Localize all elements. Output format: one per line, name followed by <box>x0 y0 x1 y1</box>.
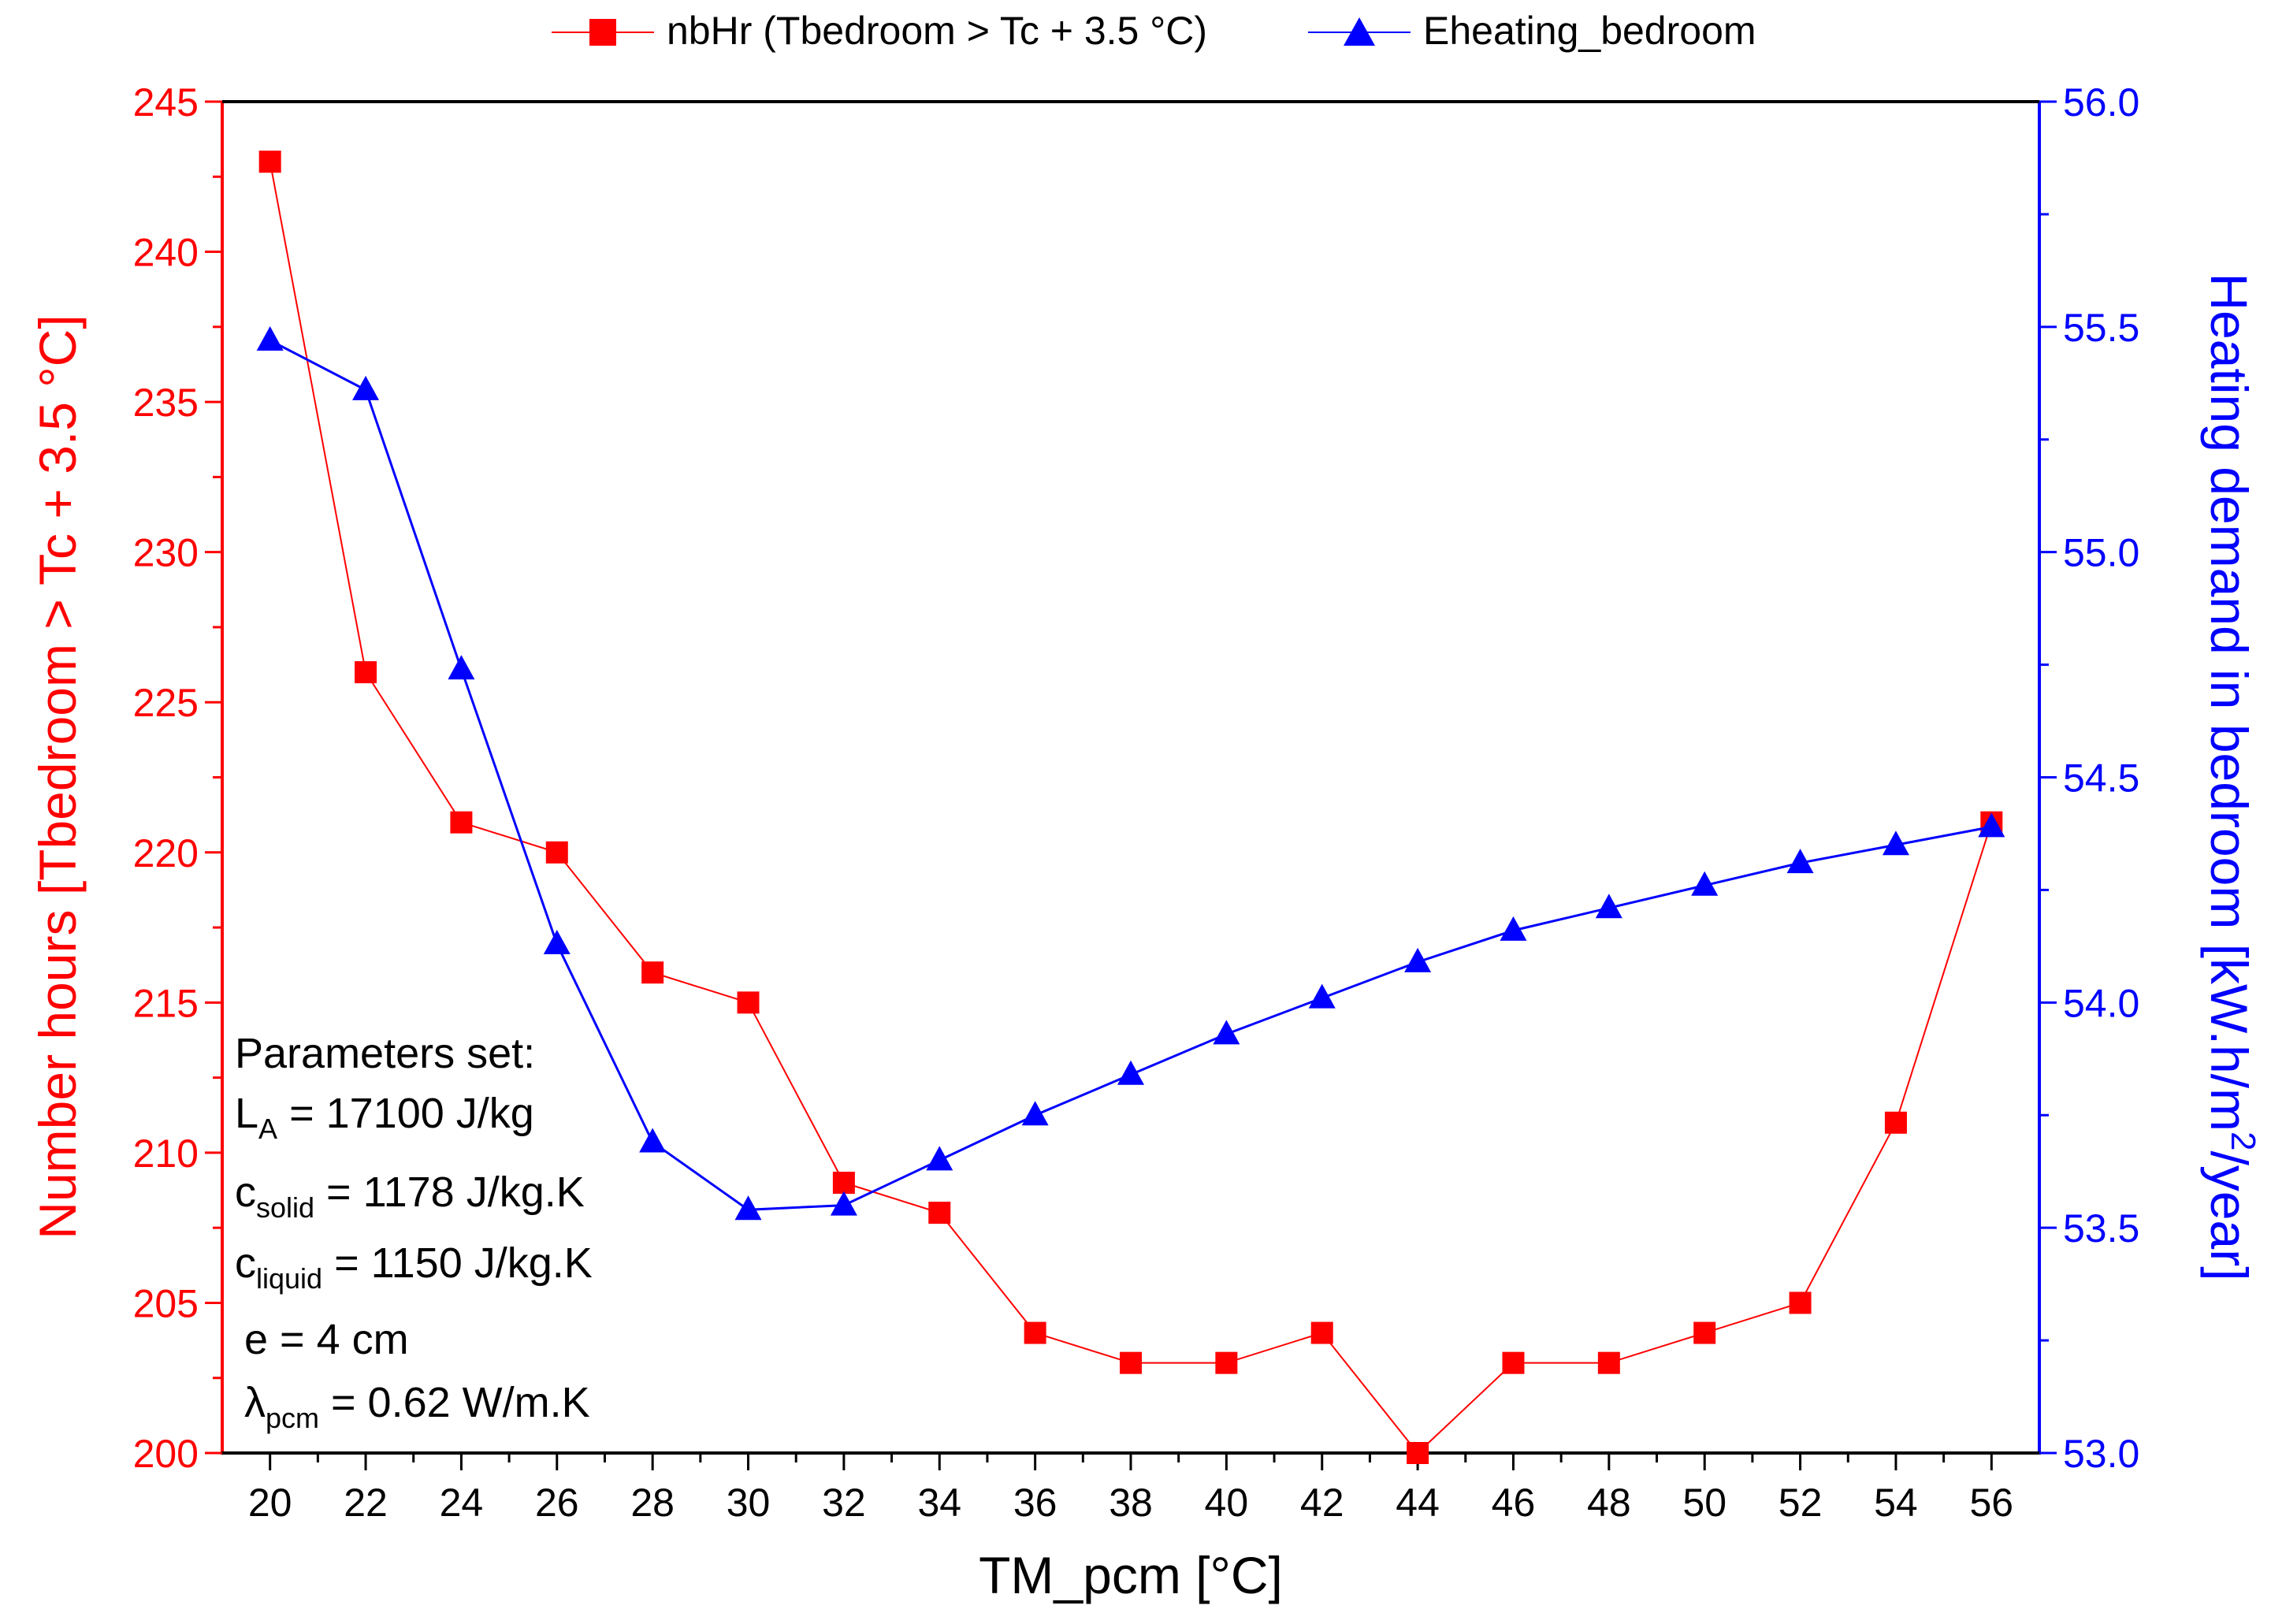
nbhr-point-26 <box>545 841 568 864</box>
x-tick-label-54: 54 <box>1874 1481 1918 1525</box>
x-tick-label-50: 50 <box>1682 1481 1726 1525</box>
nbhr-point-54 <box>1884 1111 1907 1134</box>
x-tick-label-48: 48 <box>1587 1481 1631 1525</box>
x-ticks: 20 22 24 26 28 30 32 34 36 38 40 42 44 46 48 50 52 54 56 <box>248 1453 2013 1525</box>
x-tick-label-26: 26 <box>535 1481 579 1525</box>
eheating-point-48 <box>1595 894 1622 919</box>
right-tick-label-53.0: 53.0 <box>2063 1432 2139 1476</box>
nbhr-point-50 <box>1693 1321 1716 1344</box>
eheating-point-50 <box>1691 871 1719 896</box>
nbhr-point-44 <box>1407 1442 1429 1464</box>
x-tick-label-20: 20 <box>248 1481 292 1525</box>
legend-marker-nbhr <box>589 19 616 46</box>
parameters-annotation: Parameters set: LA = 17100 J/kg csolid =… <box>235 1030 593 1434</box>
left-tick-label-240: 240 <box>133 231 199 275</box>
right-y-ticks: 53.0 53.5 54.0 54.5 55.0 55.5 56.0 <box>2039 80 2139 1476</box>
nbhr-point-40 <box>1215 1351 1238 1374</box>
left-tick-label-235: 235 <box>133 381 199 425</box>
nbhr-point-24 <box>450 811 473 834</box>
right-tick-label-53.5: 53.5 <box>2063 1206 2139 1251</box>
nbhr-point-48 <box>1597 1351 1620 1374</box>
x-tick-label-44: 44 <box>1396 1481 1440 1525</box>
left-tick-label-220: 220 <box>133 831 199 875</box>
x-tick-label-56: 56 <box>1970 1481 2014 1525</box>
right-tick-label-55.5: 55.5 <box>2063 306 2139 350</box>
eheating-point-32 <box>830 1191 857 1216</box>
eheating-point-42 <box>1308 983 1336 1009</box>
x-tick-label-38: 38 <box>1109 1481 1153 1525</box>
nbhr-point-28 <box>641 961 664 984</box>
left-tick-label-245: 245 <box>133 80 199 124</box>
nbhr-point-32 <box>832 1172 855 1194</box>
left-tick-label-225: 225 <box>133 681 199 725</box>
nbhr-point-30 <box>737 991 760 1014</box>
nbhr-point-20 <box>258 151 281 173</box>
eheating-point-34 <box>926 1146 953 1171</box>
nbhr-point-52 <box>1789 1291 1812 1314</box>
eheating-point-52 <box>1786 849 1814 874</box>
annotation-title: Parameters set: <box>235 1030 535 1077</box>
x-tick-label-32: 32 <box>822 1481 866 1525</box>
left-tick-label-230: 230 <box>133 531 199 575</box>
eheating-point-40 <box>1213 1020 1240 1045</box>
eheating-point-20 <box>256 325 284 351</box>
nbhr-point-46 <box>1502 1351 1525 1374</box>
legend-label-nbhr: nbHr (Tbedroom > Tc + 3.5 °C) <box>667 9 1207 53</box>
x-tick-label-36: 36 <box>1013 1481 1057 1525</box>
annotation-line-lambda: λpcm = 0.62 W/m.K <box>244 1379 590 1434</box>
x-tick-label-40: 40 <box>1205 1481 1249 1525</box>
eheating-point-54 <box>1882 831 1909 856</box>
right-tick-label-54.0: 54.0 <box>2063 981 2139 1025</box>
eheating-point-56 <box>1978 812 2005 838</box>
eheating-point-22 <box>352 375 380 400</box>
right-axis-label-end: /year] <box>2200 1150 2258 1280</box>
left-tick-label-200: 200 <box>133 1432 199 1476</box>
annotation-line-e: e = 4 cm <box>244 1316 409 1363</box>
x-tick-label-42: 42 <box>1300 1481 1344 1525</box>
right-axis-label: Heating demand in bedroom [kW.h/m2/year] <box>2200 273 2262 1280</box>
eheating-point-36 <box>1021 1101 1049 1126</box>
annotation-line-la: LA = 17100 J/kg <box>235 1090 534 1145</box>
nbhr-point-36 <box>1024 1321 1046 1344</box>
legend-label-eheating: Eheating_bedroom <box>1423 9 1756 53</box>
x-axis-label: TM_pcm [°C] <box>979 1546 1283 1604</box>
x-tick-label-22: 22 <box>344 1481 388 1525</box>
left-y-ticks: 200 205 210 215 220 225 230 235 240 245 <box>133 80 222 1476</box>
right-axis-label-main: Heating demand in bedroom [kW.h/m <box>2200 273 2258 1132</box>
eheating-point-44 <box>1404 947 1432 972</box>
eheating-point-26 <box>543 930 571 955</box>
legend-marker-eheating <box>1344 17 1375 46</box>
nbhr-point-42 <box>1310 1321 1333 1344</box>
annotation-line-cliquid: cliquid = 1150 J/kg.K <box>235 1239 593 1295</box>
nbhr-point-38 <box>1120 1351 1142 1374</box>
left-tick-label-210: 210 <box>133 1132 199 1176</box>
eheating-point-30 <box>734 1195 762 1221</box>
annotation-line-csolid: csolid = 1178 J/kg.K <box>235 1169 585 1224</box>
nbhr-point-34 <box>928 1202 951 1225</box>
eheating-point-38 <box>1117 1060 1144 1085</box>
x-tick-label-52: 52 <box>1779 1481 1823 1525</box>
x-tick-label-34: 34 <box>917 1481 961 1525</box>
legend: nbHr (Tbedroom > Tc + 3.5 °C) Eheating_b… <box>552 9 1756 53</box>
right-tick-label-54.5: 54.5 <box>2063 756 2139 801</box>
right-axis-label-sup: 2 <box>2224 1132 2262 1150</box>
left-tick-label-205: 205 <box>133 1281 199 1325</box>
left-axis-label: Number hours [Tbedroom > Tc + 3.5 °C] <box>28 314 87 1239</box>
right-tick-label-55.0: 55.0 <box>2063 531 2139 575</box>
eheating-point-24 <box>448 655 475 680</box>
x-tick-label-46: 46 <box>1492 1481 1536 1525</box>
eheating-point-46 <box>1500 916 1527 941</box>
right-tick-label-56.0: 56.0 <box>2063 80 2139 124</box>
x-tick-label-28: 28 <box>630 1481 675 1525</box>
eheating-point-28 <box>639 1128 667 1153</box>
series-eheating <box>256 325 2005 1221</box>
x-tick-label-24: 24 <box>440 1481 484 1525</box>
x-tick-label-30: 30 <box>727 1481 771 1525</box>
nbhr-point-22 <box>355 661 377 684</box>
left-tick-label-215: 215 <box>133 981 199 1025</box>
